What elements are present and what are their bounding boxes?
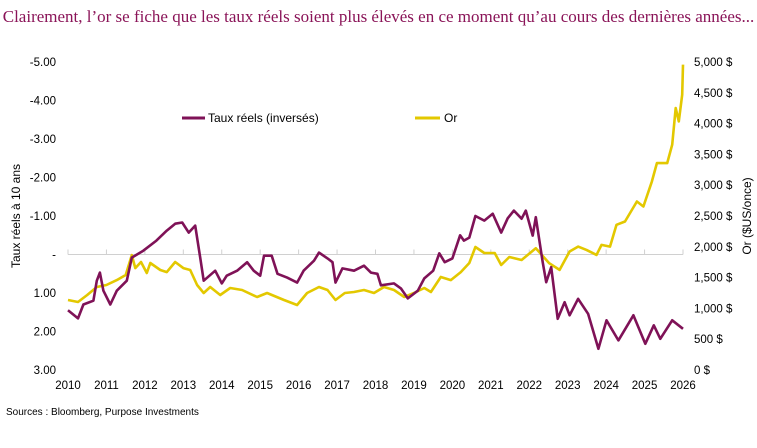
x-tick-label: 2013 [171,380,197,392]
series-line-gold [67,64,685,307]
x-tick-label: 2023 [555,380,581,392]
left-tick-label: - [52,250,56,262]
left-tick-label: -5.00 [30,57,56,69]
left-tick-label: 1.00 [34,288,56,300]
left-tick-label: -2.00 [30,173,56,185]
right-tick-label: 1,000 $ [694,303,733,315]
left-tick-label: -3.00 [30,134,56,146]
legend: Taux réels (inversés) Or [182,111,457,125]
x-tick-label: 2019 [401,380,427,392]
zero-gridline [67,249,684,255]
x-axis-tick-labels: 2010 2011 2012 2013 2014 2015 2016 2017 2018 2019… [55,380,696,392]
right-tick-label: 3,000 $ [694,180,733,192]
source-note: Sources : Bloomberg, Purpose Investments [6,407,199,418]
x-tick-label: 2010 [55,380,81,392]
x-tick-label: 2020 [440,380,466,392]
x-tick-label: 2016 [286,380,312,392]
left-tick-label: -1.00 [30,211,56,223]
x-tick-label: 2014 [209,380,235,392]
right-tick-label: 5,000 $ [694,57,733,69]
left-tick-label: 2.00 [34,327,56,339]
left-axis-label: Taux réels à 10 ans [9,164,23,268]
legend-label-gold: Or [444,111,457,125]
right-tick-label: 4,500 $ [694,88,733,100]
series-lines [67,64,685,351]
right-tick-label: 1,500 $ [694,273,733,285]
right-axis-tick-labels: 0 $ 500 $ 1,000 $ 1,500 $ 2,000 $ 2,500 $ 3,00… [694,57,733,377]
x-tick-label: 2026 [670,380,696,392]
x-tick-label: 2024 [593,380,619,392]
right-tick-label: 2,500 $ [694,211,733,223]
chart-title: Clairement, l’or se fiche que les taux r… [2,7,755,26]
x-tick-label: 2012 [132,380,158,392]
x-tick-label: 2025 [632,380,658,392]
x-tick-label: 2011 [94,380,119,392]
right-tick-label: 4,000 $ [694,119,733,131]
legend-label-real-rates: Taux réels (inversés) [208,111,319,125]
x-tick-label: 2017 [324,380,350,392]
right-tick-label: 0 $ [694,365,711,377]
right-tick-label: 2,000 $ [694,242,733,254]
left-tick-label: 3.00 [34,365,56,377]
left-tick-label: -4.00 [30,96,56,108]
x-tick-label: 2021 [478,380,504,392]
right-tick-label: 500 $ [694,334,723,346]
right-axis-label: Or ($US/once) [740,177,754,254]
x-tick-label: 2015 [247,380,273,392]
series-line-real-rates [67,209,684,351]
x-tick-label: 2018 [363,380,389,392]
x-tick-label: 2022 [516,380,542,392]
left-axis-tick-labels: -5.00-4.00-3.00-2.00-1.00-1.002.003.00 [30,57,56,377]
right-tick-label: 3,500 $ [694,149,733,161]
